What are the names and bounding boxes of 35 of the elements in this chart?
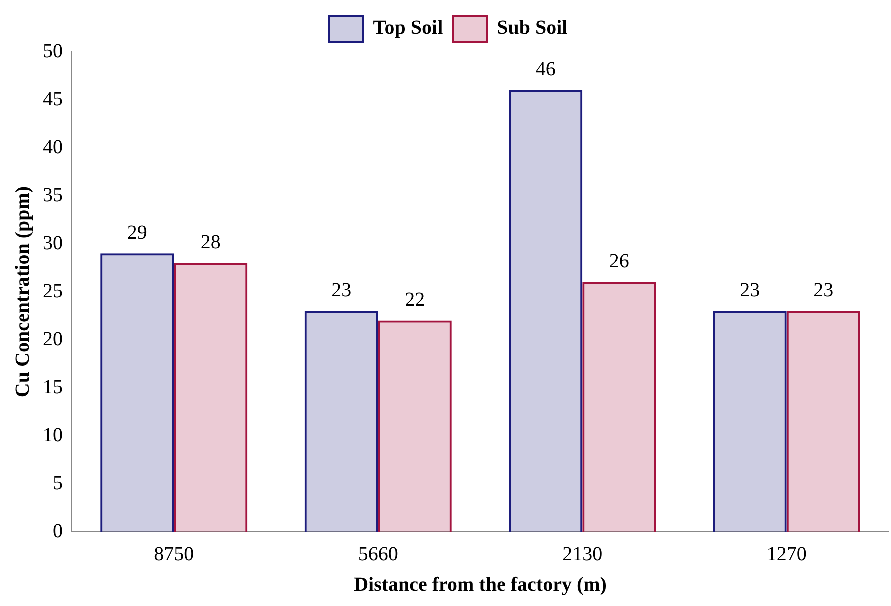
data-label: 46 [536,58,556,81]
y-axis-title: Cu Concentration (ppm) [12,186,34,398]
bar [786,311,860,532]
y-tick-label: 40 [43,136,63,158]
legend-label: Top Soil [373,17,444,40]
bar [100,254,174,532]
x-tick-label: 5660 [358,543,398,566]
data-label: 23 [332,279,352,302]
y-tick-label: 10 [43,424,63,446]
y-tick-label: 35 [43,184,63,206]
y-tick-label: 0 [53,520,63,542]
y-tick-label: 15 [43,376,63,398]
bar [582,282,656,532]
y-tick-label: 30 [43,232,63,254]
y-tick-label: 5 [53,472,63,494]
data-label: 22 [405,289,426,312]
bar [713,311,787,532]
data-label: 23 [814,279,834,302]
bar [509,90,583,532]
bar [174,263,248,532]
legend-label: Sub Soil [497,17,568,40]
x-tick-label: 8750 [154,543,194,566]
y-tick-label: 45 [43,88,63,110]
data-label: 23 [740,279,760,302]
x-tick-label: 1270 [766,543,807,566]
data-label: 29 [127,222,148,244]
x-tick-label: 2130 [562,543,603,566]
y-tick-label: 50 [43,40,63,62]
bar [304,311,378,532]
data-label: 26 [609,250,630,273]
x-axis-title: Distance from the factory (m) [354,574,607,596]
bar [378,320,452,532]
data-label: 28 [200,231,221,254]
y-tick-label: 20 [43,328,63,350]
y-tick-label: 25 [43,280,63,302]
